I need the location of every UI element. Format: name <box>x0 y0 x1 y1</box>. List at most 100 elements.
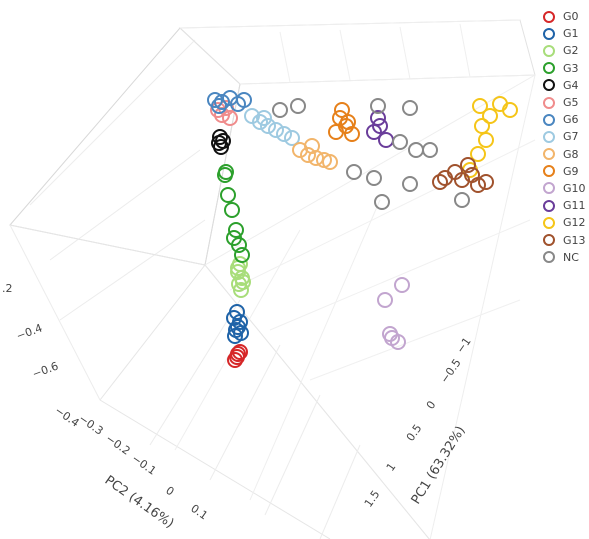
point-g4 <box>211 135 227 151</box>
x-tick: 1 <box>384 461 399 474</box>
x-tick: 0.5 <box>404 422 425 444</box>
point-g7 <box>284 130 300 146</box>
legend-label: G4 <box>563 78 579 92</box>
point-g8 <box>300 147 316 163</box>
point-g2 <box>233 282 249 298</box>
point-g0 <box>229 349 245 365</box>
legend-marker-icon <box>543 182 555 195</box>
legend-item-g4[interactable]: G4 <box>542 77 586 94</box>
legend[interactable]: G0 G1 G2 G3 G4 G5 G6 G7 G8 G9 G10 G11 G12 G13 NC <box>542 8 586 266</box>
y-tick: 0.1 <box>188 502 210 523</box>
legend-item-g8[interactable]: G8 <box>542 146 586 163</box>
legend-item-g2[interactable]: G2 <box>542 42 586 59</box>
y-tick: 0 <box>163 484 176 499</box>
point-g2 <box>235 274 251 290</box>
y-tick: −0.1 <box>129 452 158 478</box>
legend-label: G13 <box>563 233 586 247</box>
grid-walls <box>9 19 536 539</box>
point-g4 <box>212 129 228 145</box>
legend-item-g6[interactable]: G6 <box>542 111 586 128</box>
z-tick: .2 <box>2 282 13 295</box>
point-g7 <box>252 114 268 130</box>
legend-marker-icon <box>543 165 555 178</box>
point-g7 <box>256 110 272 126</box>
point-nc <box>346 164 362 180</box>
point-g13 <box>478 174 494 190</box>
point-nc <box>370 98 386 114</box>
point-g9 <box>328 124 344 140</box>
legend-marker-icon <box>543 113 555 126</box>
legend-label: G7 <box>563 130 579 144</box>
legend-label: G5 <box>563 96 579 110</box>
point-g10 <box>377 292 393 308</box>
point-g3 <box>226 230 242 246</box>
point-g3 <box>224 202 240 218</box>
legend-item-g1[interactable]: G1 <box>542 25 586 42</box>
point-nc <box>402 100 418 116</box>
point-g7 <box>276 126 292 142</box>
point-g10 <box>382 326 398 342</box>
legend-item-g12[interactable]: G12 <box>542 214 586 231</box>
point-g6 <box>236 92 252 108</box>
legend-marker-icon <box>543 216 555 229</box>
x-tick: −1 <box>454 335 474 356</box>
point-g6 <box>211 98 227 114</box>
point-g9 <box>334 102 350 118</box>
point-g12 <box>482 108 498 124</box>
point-g12 <box>502 102 518 118</box>
legend-label: G10 <box>563 181 586 195</box>
point-g11 <box>372 118 388 134</box>
point-g7 <box>268 122 284 138</box>
point-g12 <box>472 98 488 114</box>
point-g13 <box>470 177 486 193</box>
point-g3 <box>234 247 250 263</box>
legend-label: G9 <box>563 164 579 178</box>
point-nc <box>392 134 408 150</box>
legend-marker-icon <box>543 251 555 264</box>
legend-marker-icon <box>543 148 555 161</box>
legend-item-g10[interactable]: G10 <box>542 180 586 197</box>
x-tick: 0 <box>424 399 439 412</box>
point-nc <box>374 194 390 210</box>
point-g13 <box>460 157 476 173</box>
point-g8 <box>304 138 320 154</box>
data-points <box>207 90 518 368</box>
legend-label: G2 <box>563 44 579 58</box>
point-nc <box>454 192 470 208</box>
legend-item-g3[interactable]: G3 <box>542 60 586 77</box>
legend-label: G11 <box>563 199 586 213</box>
y-axis-title: PC2 (4.16%) <box>102 473 177 532</box>
legend-label: G0 <box>563 10 579 24</box>
y-tick: −0.4 <box>52 404 81 430</box>
point-nc <box>272 102 288 118</box>
z-tick: −0.6 <box>31 359 61 380</box>
legend-item-g9[interactable]: G9 <box>542 163 586 180</box>
legend-label: G8 <box>563 147 579 161</box>
point-g6 <box>214 94 230 110</box>
x-tick: 1.5 <box>362 488 383 510</box>
point-nc <box>290 98 306 114</box>
point-g11 <box>378 132 394 148</box>
legend-label: G12 <box>563 216 586 230</box>
point-g13 <box>432 174 448 190</box>
point-nc <box>366 170 382 186</box>
point-g8 <box>322 154 338 170</box>
legend-marker-icon <box>543 234 555 247</box>
point-g1 <box>227 328 243 344</box>
point-g12 <box>478 132 494 148</box>
legend-marker-icon <box>543 79 555 92</box>
point-g5 <box>222 110 238 126</box>
legend-item-g13[interactable]: G13 <box>542 231 586 248</box>
point-g0 <box>227 352 243 368</box>
point-g12 <box>470 146 486 162</box>
legend-item-g11[interactable]: G11 <box>542 197 586 214</box>
legend-item-g5[interactable]: G5 <box>542 94 586 111</box>
legend-item-g7[interactable]: G7 <box>542 128 586 145</box>
point-g10 <box>394 277 410 293</box>
legend-item-g0[interactable]: G0 <box>542 8 586 25</box>
point-g7 <box>260 118 276 134</box>
point-nc <box>422 142 438 158</box>
legend-marker-icon <box>543 10 555 23</box>
legend-item-nc[interactable]: NC <box>542 249 586 266</box>
